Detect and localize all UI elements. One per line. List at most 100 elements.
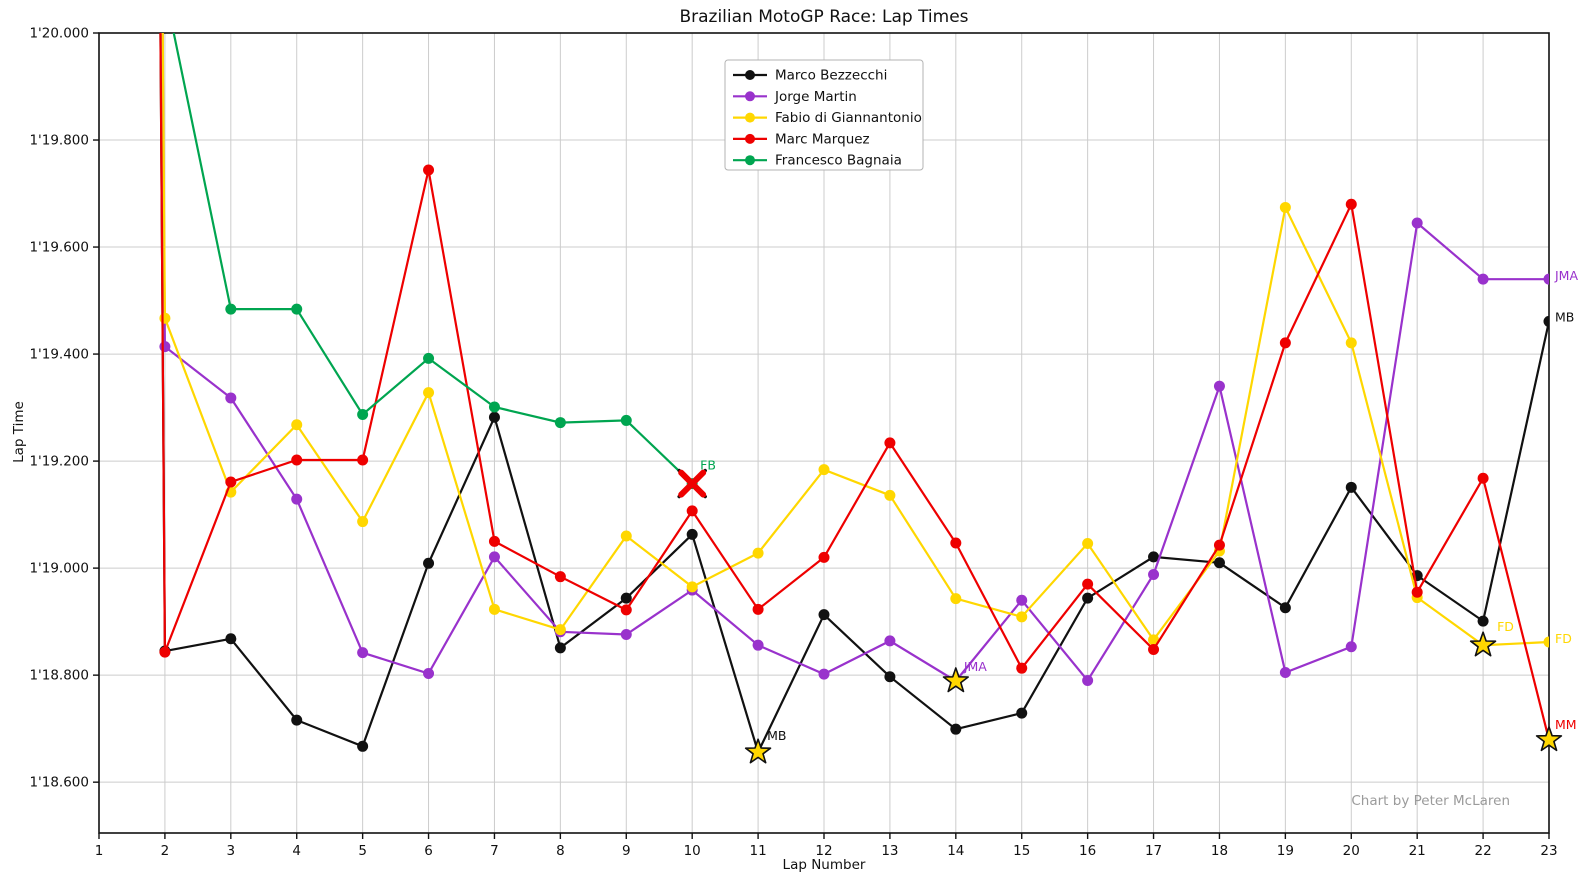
data-point-marker (1016, 611, 1028, 623)
x-tick-label: 16 (1079, 843, 1096, 859)
data-point-marker (818, 464, 830, 476)
data-point-marker (1279, 337, 1291, 349)
series-end-label: JMA (1554, 268, 1578, 283)
fastest-lap-star (1469, 631, 1497, 657)
y-tick-label: 1'19.800 (29, 133, 89, 149)
y-tick-label: 1'18.800 (29, 668, 89, 684)
x-tick-label: 23 (1540, 843, 1557, 859)
data-point-marker (620, 604, 632, 616)
x-tick-label: 22 (1474, 843, 1491, 859)
legend-marker-swatch (745, 155, 755, 166)
series-end-label: MB (1555, 309, 1574, 324)
data-point-marker (950, 537, 962, 549)
data-point-marker (620, 592, 632, 604)
data-point-marker (357, 516, 369, 528)
data-point-marker (818, 609, 830, 621)
data-point-marker (225, 633, 237, 645)
data-point-marker (1345, 481, 1357, 493)
data-point-marker (488, 535, 500, 547)
data-point-marker (1279, 602, 1291, 614)
data-point-marker (1016, 662, 1028, 674)
data-point-marker (1213, 539, 1225, 551)
x-tick-label: 2 (161, 843, 170, 859)
data-point-marker (1148, 643, 1160, 655)
data-point-marker (488, 401, 500, 413)
y-tick-label: 1'19.600 (29, 240, 89, 256)
x-tick-label: 3 (227, 843, 236, 859)
annotation-label: FD (1497, 619, 1514, 634)
x-tick-label: 8 (556, 843, 565, 859)
data-point-marker (1543, 315, 1549, 327)
legend-item-label: Jorge Martin (774, 89, 857, 105)
data-point-marker (1148, 569, 1160, 581)
x-tick-label: 17 (1145, 843, 1162, 859)
data-point-marker (1279, 201, 1291, 213)
legend-marker-swatch (745, 91, 755, 102)
data-point-marker (686, 528, 698, 540)
legend-box (724, 59, 924, 171)
data-point-marker (686, 505, 698, 517)
data-point-marker (423, 557, 435, 569)
data-point-marker (1477, 472, 1489, 484)
legend-marker-swatch (745, 112, 755, 123)
data-point-marker (423, 164, 435, 176)
data-point-marker (884, 671, 896, 683)
data-point-marker (1016, 594, 1028, 606)
data-point-marker (159, 312, 171, 324)
annotation-label: FB (700, 458, 716, 473)
legend-item-label: Marc Marquez (775, 131, 870, 147)
y-tick-label: 1'19.200 (29, 454, 89, 470)
legend-item-label: Francesco Bagnaia (775, 153, 902, 169)
fastest-lap-star (942, 667, 969, 693)
x-tick-label: 13 (881, 843, 898, 859)
data-point-marker (1148, 634, 1160, 646)
data-point-marker (1213, 380, 1225, 392)
data-point-marker (884, 437, 896, 449)
fastest-lap-star (1535, 726, 1563, 752)
data-point-marker (1082, 578, 1094, 590)
legend-marker-swatch (745, 70, 755, 80)
data-point-marker (1279, 666, 1291, 678)
data-point-marker (1411, 217, 1423, 229)
data-point-marker (291, 454, 303, 466)
data-point-marker (818, 668, 830, 680)
attribution-text: Chart by Peter McLaren (1351, 793, 1510, 809)
data-point-marker (1213, 557, 1225, 569)
y-tick-label: 1'19.400 (29, 347, 89, 363)
data-point-marker (950, 593, 962, 605)
data-point-marker (1148, 551, 1160, 563)
data-point-marker (1345, 641, 1357, 653)
data-point-marker (423, 352, 435, 364)
x-tick-label: 12 (815, 843, 832, 859)
data-point-marker (620, 414, 632, 426)
data-point-marker (159, 646, 171, 658)
x-tick-label: 4 (292, 843, 301, 859)
y-tick-label: 1'18.600 (29, 775, 89, 791)
x-tick-label: 10 (684, 843, 701, 859)
x-tick-label: 19 (1277, 843, 1294, 859)
x-axis-title: Lap Number (782, 857, 866, 873)
x-tick-label: 6 (424, 843, 433, 859)
data-point-marker (423, 668, 435, 680)
data-point-marker (1345, 337, 1357, 349)
data-point-marker (620, 628, 632, 640)
x-tick-label: 21 (1409, 843, 1426, 859)
x-tick-label: 20 (1343, 843, 1360, 859)
data-point-marker (357, 740, 369, 752)
data-point-marker (291, 303, 303, 315)
data-point-marker (488, 551, 500, 563)
x-tick-label: 18 (1211, 843, 1228, 859)
data-point-marker (225, 476, 237, 488)
data-point-marker (554, 624, 566, 636)
legend-marker-swatch (745, 133, 755, 144)
data-point-marker (1345, 198, 1357, 210)
data-point-marker (554, 642, 566, 654)
data-point-marker (1543, 273, 1549, 285)
data-point-marker (423, 387, 435, 399)
data-point-marker (950, 723, 962, 735)
series-end-label: FD (1555, 631, 1572, 646)
data-point-marker (488, 603, 500, 615)
data-point-marker (225, 303, 237, 315)
legend-item-label: Marco Bezzecchi (775, 68, 887, 84)
